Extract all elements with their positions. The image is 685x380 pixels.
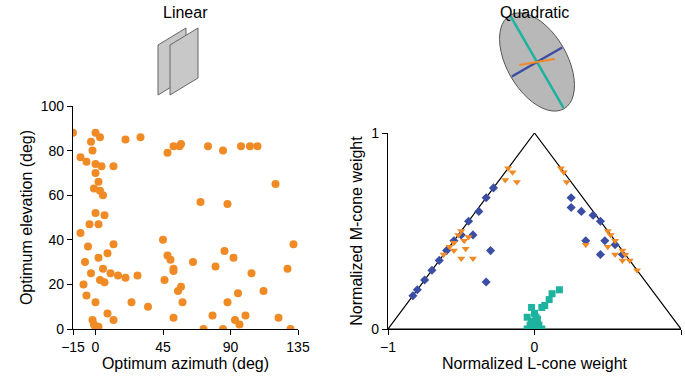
- svg-text:Optimum azimuth (deg): Optimum azimuth (deg): [102, 355, 269, 372]
- svg-text:−15: −15: [61, 339, 85, 355]
- svg-text:Linear: Linear: [163, 4, 208, 21]
- svg-text:Optimum elevation (deg): Optimum elevation (deg): [18, 130, 35, 305]
- svg-text:1: 1: [371, 125, 379, 141]
- svg-text:90: 90: [223, 339, 239, 355]
- svg-text:0: 0: [531, 339, 539, 355]
- svg-text:100: 100: [41, 98, 65, 114]
- svg-text:0: 0: [371, 321, 379, 337]
- svg-text:40: 40: [48, 232, 64, 248]
- svg-text:−1: −1: [380, 339, 396, 355]
- svg-text:20: 20: [48, 276, 64, 292]
- svg-text:Normalized L-cone weight: Normalized L-cone weight: [442, 355, 628, 372]
- svg-text:135: 135: [286, 339, 310, 355]
- svg-text:45: 45: [155, 339, 171, 355]
- svg-text:0: 0: [92, 339, 100, 355]
- svg-text:0: 0: [56, 321, 64, 337]
- svg-text:80: 80: [48, 143, 64, 159]
- svg-text:Quadratic: Quadratic: [500, 4, 569, 21]
- svg-text:Normalized M-cone weight: Normalized M-cone weight: [348, 136, 365, 326]
- svg-text:60: 60: [48, 187, 64, 203]
